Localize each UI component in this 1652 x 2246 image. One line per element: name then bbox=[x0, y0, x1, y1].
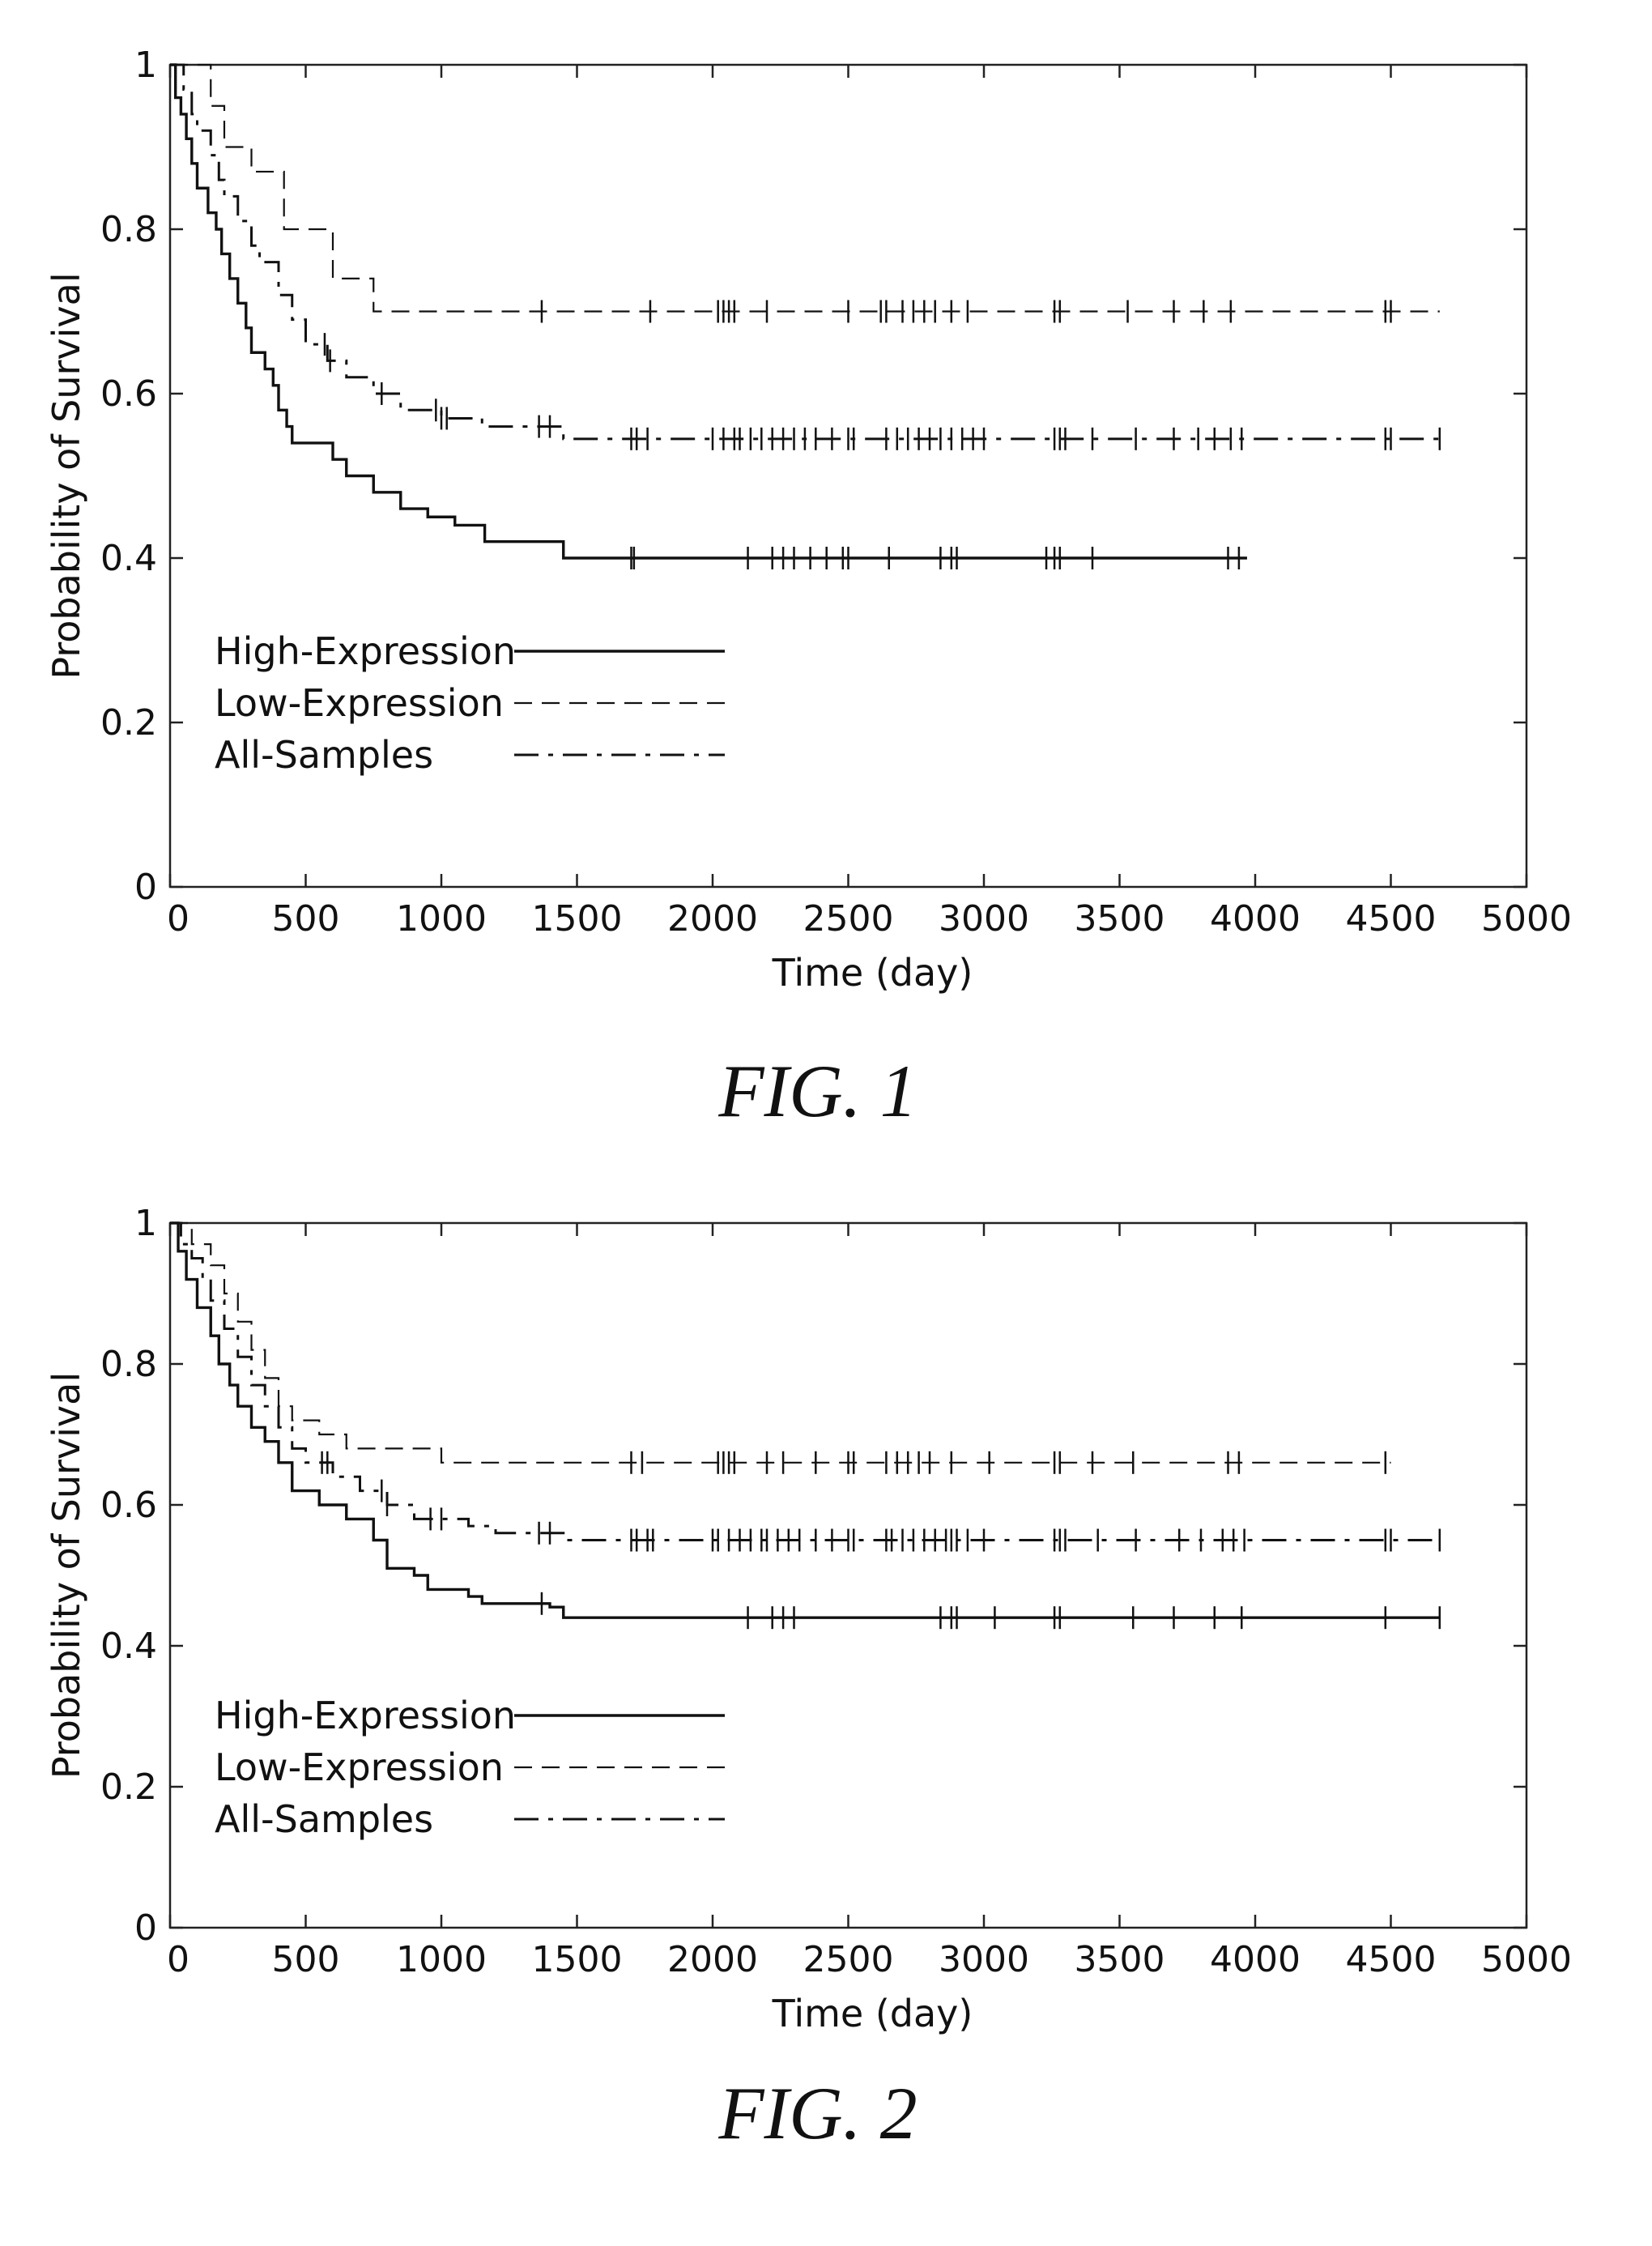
fig1-curve-all-samples bbox=[170, 65, 1440, 439]
fig2-legend-label: High-Expression bbox=[215, 1694, 516, 1737]
fig1-legend-label: High-Expression bbox=[215, 629, 516, 673]
fig2-y-tick-label: 0.4 bbox=[100, 1626, 157, 1667]
fig1-y-tick-label: 0.4 bbox=[100, 538, 157, 579]
fig2-y-tick-label: 0.2 bbox=[100, 1767, 157, 1808]
fig1-x-tick-label: 0 bbox=[167, 898, 189, 940]
fig1-x-tick-label: 500 bbox=[272, 898, 340, 940]
fig1-legend-label: Low-Expression bbox=[215, 681, 504, 725]
fig1-y-tick-label: 0.8 bbox=[100, 209, 157, 250]
fig2-curve-high-expression bbox=[170, 1223, 1440, 1617]
fig2-x-tick-label: 4000 bbox=[1210, 1939, 1301, 1980]
fig1-x-tick-label: 3500 bbox=[1075, 898, 1165, 940]
fig1-x-tick-label: 4000 bbox=[1210, 898, 1301, 940]
fig1-x-tick-label: 1500 bbox=[532, 898, 623, 940]
fig1-x-tick-label: 4500 bbox=[1346, 898, 1437, 940]
fig1-y-axis-label: Probability of Survival bbox=[45, 272, 88, 679]
fig1-km-plot: 0 500 1000 1500 2000 2500 3000 3500 4000 4500 5000… bbox=[45, 45, 1572, 995]
fig1-x-tick-label: 3000 bbox=[939, 898, 1029, 940]
fig2-curve-low-expression bbox=[170, 1223, 1391, 1463]
fig2-x-tick-label: 1500 bbox=[532, 1939, 623, 1980]
fig1-y-tick-label: 1 bbox=[134, 45, 157, 86]
fig2-y-axis-label: Probability of Survival bbox=[45, 1372, 88, 1779]
fig2-x-tick-label: 2000 bbox=[667, 1939, 758, 1980]
fig1-legend-label: All-Samples bbox=[215, 733, 433, 777]
fig1-caption: FIG. 1 bbox=[717, 1050, 917, 1132]
fig2-km-plot: 0 500 1000 1500 2000 2500 3000 3500 4000 4500 5000… bbox=[45, 1203, 1572, 2035]
fig1-y-tick-label: 0 bbox=[134, 867, 157, 908]
fig2-x-tick-label: 1000 bbox=[396, 1939, 487, 1980]
fig2-y-tick-label: 1 bbox=[134, 1203, 157, 1244]
fig1-x-tick-label: 2500 bbox=[803, 898, 894, 940]
fig2-x-tick-label: 3500 bbox=[1075, 1939, 1165, 1980]
fig2-x-tick-label: 0 bbox=[167, 1939, 189, 1980]
fig1-x-tick-label: 5000 bbox=[1481, 898, 1572, 940]
fig2-y-tick-label: 0 bbox=[134, 1907, 157, 1949]
fig1-x-tick-label: 1000 bbox=[396, 898, 487, 940]
fig1-x-tick-label: 2000 bbox=[667, 898, 758, 940]
fig2-y-tick-label: 0.6 bbox=[100, 1485, 157, 1526]
fig2-x-tick-label: 500 bbox=[272, 1939, 340, 1980]
fig2-x-tick-label: 2500 bbox=[803, 1939, 894, 1980]
fig2-x-tick-label: 3000 bbox=[939, 1939, 1029, 1980]
fig2-y-tick-label: 0.8 bbox=[100, 1344, 157, 1385]
fig2-curve-all-samples bbox=[170, 1223, 1440, 1541]
fig2-legend-label: Low-Expression bbox=[215, 1745, 504, 1789]
fig2-x-axis-label: Time (day) bbox=[772, 1992, 973, 2035]
fig2-x-tick-label: 4500 bbox=[1346, 1939, 1437, 1980]
fig1-y-tick-label: 0.2 bbox=[100, 702, 157, 744]
fig1-y-tick-label: 0.6 bbox=[100, 373, 157, 415]
fig2-caption: FIG. 2 bbox=[717, 2072, 917, 2154]
fig2-legend-label: All-Samples bbox=[215, 1797, 433, 1841]
fig2-x-tick-label: 5000 bbox=[1481, 1939, 1572, 1980]
fig1-x-axis-label: Time (day) bbox=[772, 951, 973, 995]
fig1-curve-low-expression bbox=[170, 65, 1440, 312]
